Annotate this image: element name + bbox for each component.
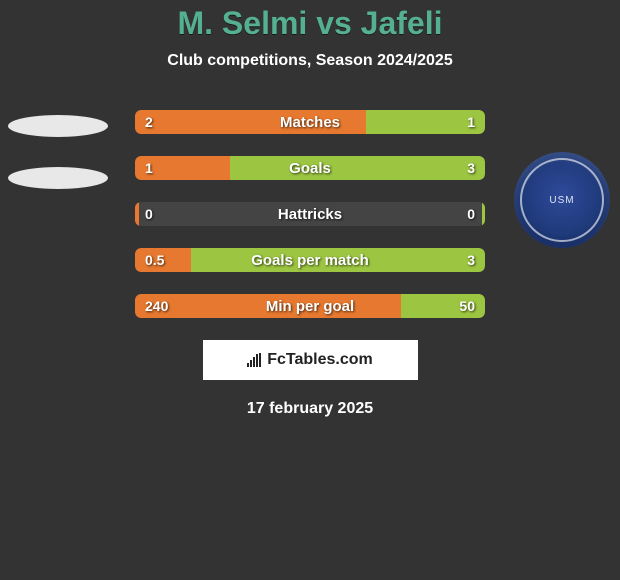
stat-row: 0.5 3 Goals per match (135, 248, 485, 272)
stat-value-left: 2 (145, 114, 153, 130)
player-left-avatar (8, 102, 108, 202)
comparison-card: M. Selmi vs Jafeli Club competitions, Se… (0, 0, 620, 418)
stat-label: Goals per match (251, 252, 369, 269)
stat-bar-right (482, 202, 486, 226)
stat-value-left: 1 (145, 160, 153, 176)
stat-value-left: 0.5 (145, 252, 164, 268)
placeholder-ellipse-icon (8, 115, 108, 137)
bar-chart-icon (247, 353, 261, 367)
stats-area: USM 2 1 Matches 1 3 Goals 0 0 Hattricks 0.5 3 Goals… (0, 110, 620, 318)
stat-value-right: 3 (467, 252, 475, 268)
brand-text: FcTables.com (267, 351, 373, 369)
stat-row: 1 3 Goals (135, 156, 485, 180)
stat-bar-right (230, 156, 486, 180)
stat-label: Goals (289, 160, 331, 177)
stat-value-right: 0 (467, 206, 475, 222)
stat-value-right: 1 (467, 114, 475, 130)
stat-row: 2 1 Matches (135, 110, 485, 134)
stat-value-left: 0 (145, 206, 153, 222)
stat-label: Hattricks (278, 206, 342, 223)
stat-label: Min per goal (266, 298, 354, 315)
player-right-avatar: USM (512, 150, 612, 250)
stat-value-right: 3 (467, 160, 475, 176)
stat-bar-left (135, 202, 139, 226)
date-text: 17 february 2025 (0, 400, 620, 418)
stat-row: 0 0 Hattricks (135, 202, 485, 226)
page-subtitle: Club competitions, Season 2024/2025 (0, 52, 620, 70)
club-badge-icon: USM (514, 152, 610, 248)
stat-row: 240 50 Min per goal (135, 294, 485, 318)
stat-rows: 2 1 Matches 1 3 Goals 0 0 Hattricks 0.5 3 Goals per… (135, 110, 485, 318)
stat-value-left: 240 (145, 298, 168, 314)
placeholder-ellipse-icon (8, 167, 108, 189)
stat-label: Matches (280, 114, 340, 131)
stat-value-right: 50 (459, 298, 475, 314)
page-title: M. Selmi vs Jafeli (0, 5, 620, 42)
brand-box: FcTables.com (203, 340, 418, 380)
